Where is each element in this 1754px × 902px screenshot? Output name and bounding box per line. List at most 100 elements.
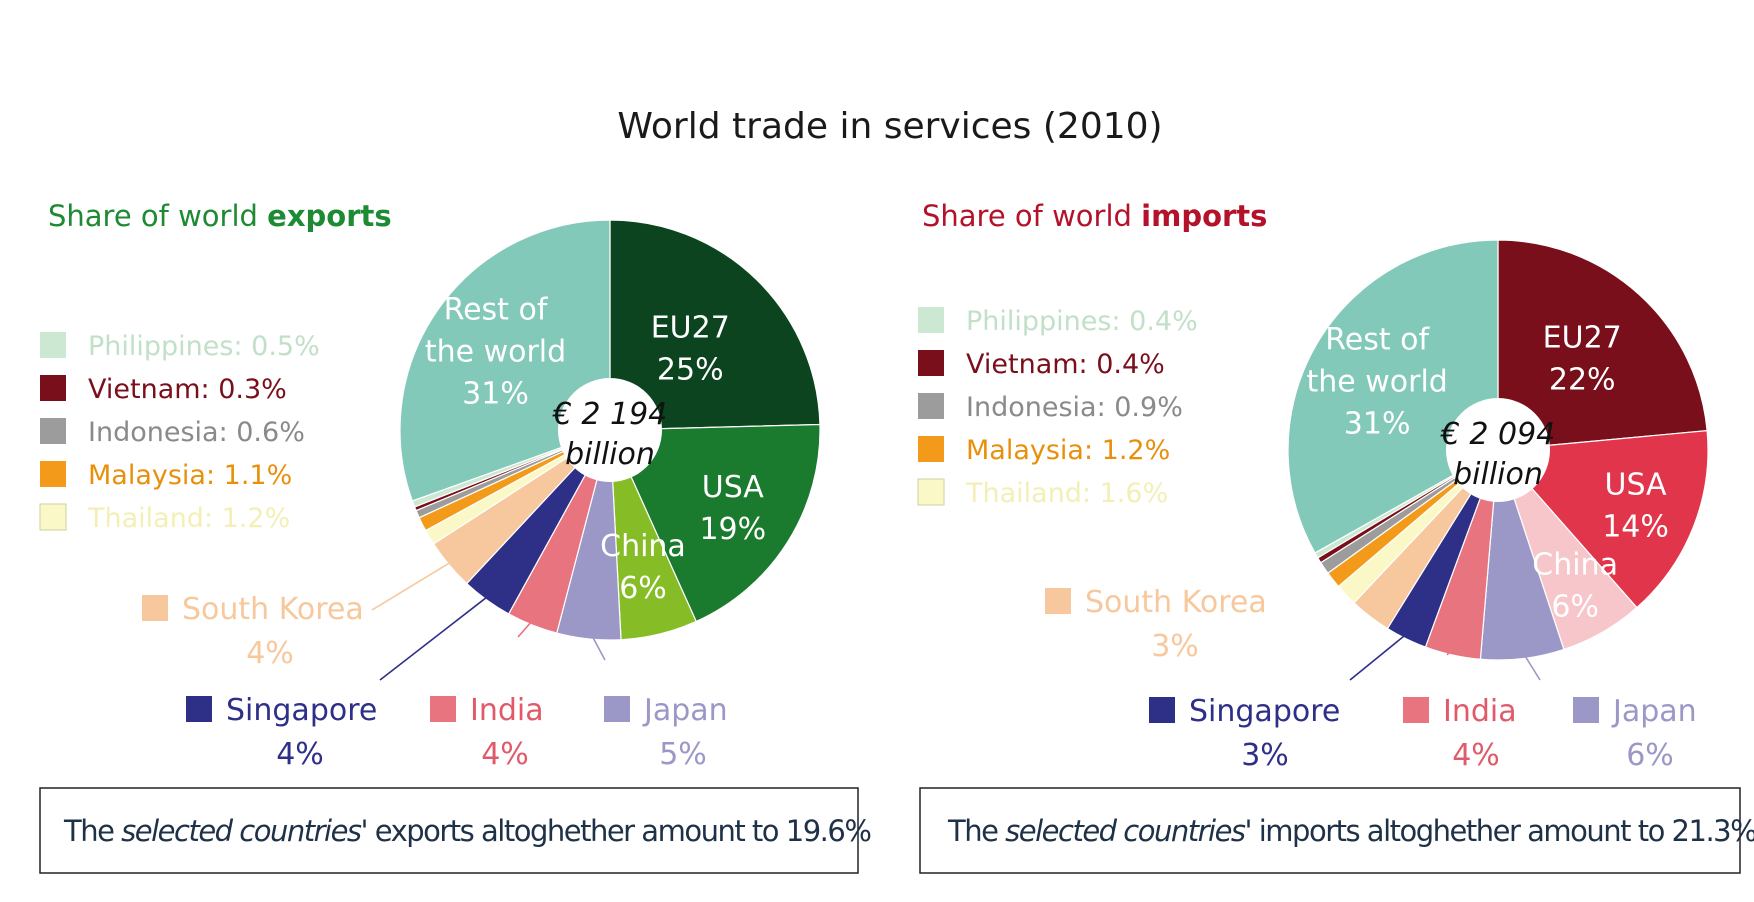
exports-summary-box [39,787,859,874]
slice-label-usa: USA 19% [699,470,766,547]
imports-panel: Share of world imports € 2 094 billion EU2… [917,199,1754,874]
callout-name-singapore: Singapore [1189,694,1340,729]
callout-name-india: India [1443,694,1517,729]
slice-label-china-line: China [1532,547,1618,582]
imports-subtitle-prefix: Share of world [922,199,1141,233]
slice-label-usa-line: USA [1605,468,1668,503]
callout-name-singapore: Singapore [226,693,377,728]
legend-swatch-philippines [40,332,66,358]
slice-rest-of-the-world [399,219,611,502]
callout-value-south-korea: 4% [246,636,294,671]
legend-swatch-malaysia [40,461,66,487]
callout-swatch-singapore [186,696,212,722]
slice-label-eu27-line: 22% [1549,363,1616,398]
legend-label-philippines: Philippines: 0.5% [88,331,320,362]
slice-label-china: China 6% [1532,547,1618,624]
legend-swatch-indonesia [918,393,944,419]
callout-name-japan: Japan [642,693,728,728]
callout-swatch-india [1403,697,1429,723]
callout-leader-south-korea [1374,609,1396,616]
legend-label-indonesia: Indonesia: 0.9% [966,392,1183,423]
exports-summary-italic: selected countries' [121,814,367,848]
slice-label-usa-line: USA [702,470,765,505]
imports-summary-text: The selected countries' imports altoghet… [947,814,1754,848]
slice-label-china: China 6% [600,529,686,606]
exports-callouts: South Korea 4% Singapore 4% India 4% Japan 5% [142,558,728,772]
callout-value-india: 4% [1452,738,1500,773]
legend-swatch-thailand [917,478,945,506]
exports-summary-text: The selected countries' exports altoghet… [63,814,870,848]
slice-usa [1496,429,1709,609]
slice-label-rest-of-the-world-line: 31% [462,376,529,411]
slice-label-rest-of-the-world-line: Rest of [1325,322,1430,357]
callout-swatch-india [430,696,456,722]
callout-value-japan: 5% [659,737,707,772]
legend-swatch-malaysia [918,436,944,462]
exports-subtitle-prefix: Share of world [48,199,267,233]
legend-swatch-thailand [39,503,67,531]
slice-label-rest-of-the-world: Rest of the world 31% [425,292,566,411]
center-hole [1446,398,1550,502]
callout-name-south-korea: South Korea [182,592,364,627]
center-total-label: € 2 094 billion [1440,417,1556,492]
slice-label-china-line: 6% [619,571,667,606]
slice-label-eu27: EU27 22% [1543,321,1622,398]
callout-leader-japan [1521,650,1541,681]
slice-usa [609,423,821,623]
callout-leader-singapore [379,592,492,681]
legend-swatch-vietnam [918,350,944,376]
callout-name-india: India [470,693,544,728]
imports-summary-italic: selected countries' [1005,814,1251,848]
slice-label-usa-line: 19% [699,512,766,547]
legend-swatch-philippines [918,307,944,333]
legend-label-thailand: Thailand: 1.2% [87,503,290,534]
imports-summary-box [919,787,1741,874]
slice-label-china-line: China [600,529,686,564]
imports-summary-suffix: imports altoghether amount to 21.3% [1251,814,1754,848]
slice-eu27 [1497,239,1708,451]
slice-eu27 [609,219,821,431]
slice-label-rest-of-the-world-line: Rest of [444,292,549,327]
center-total-line1: € 2 094 [1440,417,1556,452]
legend-swatch-vietnam [40,375,66,401]
legend-label-malaysia: Malaysia: 1.1% [88,460,292,491]
callout-value-japan: 6% [1626,738,1674,773]
callout-leader-south-korea [371,558,456,611]
imports-callouts: South Korea 3% Singapore 3% India 4% Japan 6% [1045,585,1697,773]
imports-subtitle: Share of world imports [922,199,1267,233]
callout-swatch-japan [604,696,630,722]
slice-label-eu27-line: 25% [657,353,724,388]
center-total-line1: € 2 194 [552,397,668,432]
slice-label-rest-of-the-world: Rest of the world 31% [1306,322,1447,441]
exports-pie: € 2 194 billion EU27 25% USA 19% China 6% Rest o… [399,219,821,641]
exports-subtitle-bold: exports [267,199,391,233]
center-total-line2: billion [1453,457,1543,492]
slice-label-eu27-line: EU27 [651,311,730,346]
callout-swatch-japan [1573,697,1599,723]
legend-label-thailand: Thailand: 1.6% [965,478,1168,509]
legend-label-indonesia: Indonesia: 0.6% [88,417,305,448]
callout-swatch-south-korea [1045,588,1071,614]
legend-label-malaysia: Malaysia: 1.2% [966,435,1170,466]
legend-label-vietnam: Vietnam: 0.4% [966,349,1165,380]
figure-title: World trade in services (2010) [617,106,1162,147]
callout-swatch-singapore [1149,697,1175,723]
legend-label-philippines: Philippines: 0.4% [966,306,1198,337]
callout-leader-japan [588,630,606,661]
slice-label-rest-of-the-world-line: 31% [1344,406,1411,441]
callout-value-india: 4% [481,737,529,772]
callout-value-singapore: 3% [1241,738,1289,773]
exports-summary-prefix: The [63,814,121,848]
exports-panel: Share of world exports € 2 194 billion EU2… [39,199,872,874]
slice-label-usa: USA 14% [1602,468,1669,545]
slice-label-rest-of-the-world-line: the world [425,334,566,369]
imports-pie: € 2 094 billion EU27 22% USA 14%China 6% Rest o… [1287,239,1709,661]
callout-value-singapore: 4% [276,737,324,772]
callout-name-japan: Japan [1611,694,1697,729]
callout-leader-india [1446,646,1455,656]
exports-subtitle: Share of world exports [48,199,392,233]
slice-label-eu27: EU27 25% [651,311,730,388]
center-hole [558,378,662,482]
callout-swatch-south-korea [142,595,168,621]
callout-value-south-korea: 3% [1151,629,1199,664]
